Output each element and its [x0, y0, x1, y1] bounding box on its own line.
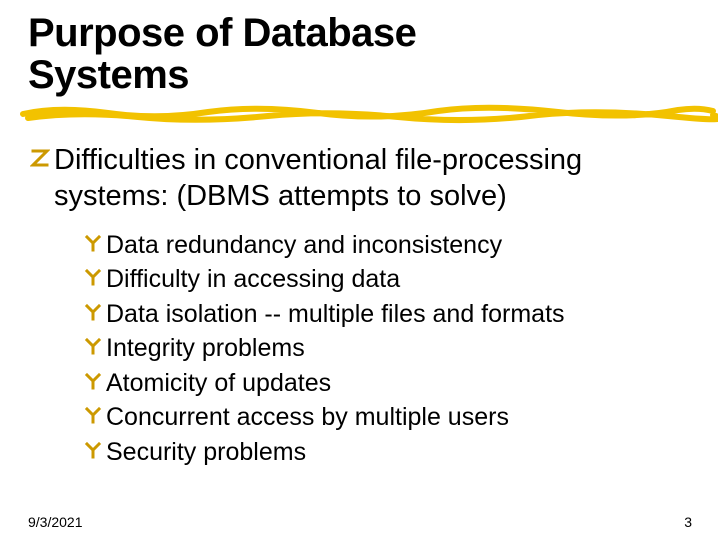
sub-bullet-item: Atomicity of updates [84, 367, 692, 400]
y-bullet-icon [84, 441, 102, 459]
sub-bullet-text: Data redundancy and inconsistency [106, 229, 502, 262]
sub-bullet-text: Difficulty in accessing data [106, 263, 400, 296]
title-line-2: Systems [28, 54, 692, 96]
y-bullet-icon [84, 372, 102, 390]
main-bullet: Difficulties in conventional file-proces… [30, 142, 692, 215]
y-bullet-icon [84, 234, 102, 252]
title-underline [28, 100, 692, 124]
z-bullet-icon [30, 148, 50, 168]
title-line-1: Purpose of Database [28, 12, 692, 54]
sub-bullet-text: Integrity problems [106, 332, 305, 365]
sub-bullet-item: Concurrent access by multiple users [84, 401, 692, 434]
sub-bullet-item: Difficulty in accessing data [84, 263, 692, 296]
footer-page-number: 3 [684, 514, 692, 530]
main-bullet-text: Difficulties in conventional file-proces… [54, 142, 692, 215]
sub-bullet-text: Concurrent access by multiple users [106, 401, 509, 434]
slide-container: Purpose of Database Systems Difficulties… [0, 0, 720, 540]
scribble-underline-icon [18, 100, 718, 124]
y-bullet-icon [84, 406, 102, 424]
sub-bullet-item: Integrity problems [84, 332, 692, 365]
sub-bullet-list: Data redundancy and inconsistencyDifficu… [84, 229, 692, 469]
sub-bullet-item: Data isolation -- multiple files and for… [84, 298, 692, 331]
sub-bullet-item: Data redundancy and inconsistency [84, 229, 692, 262]
footer-date: 9/3/2021 [28, 514, 83, 530]
sub-bullet-text: Security problems [106, 436, 306, 469]
sub-bullet-text: Data isolation -- multiple files and for… [106, 298, 565, 331]
sub-bullet-item: Security problems [84, 436, 692, 469]
slide-title: Purpose of Database Systems [28, 12, 692, 96]
sub-bullet-text: Atomicity of updates [106, 367, 331, 400]
y-bullet-icon [84, 303, 102, 321]
y-bullet-icon [84, 337, 102, 355]
slide-footer: 9/3/2021 3 [28, 514, 692, 530]
y-bullet-icon [84, 268, 102, 286]
